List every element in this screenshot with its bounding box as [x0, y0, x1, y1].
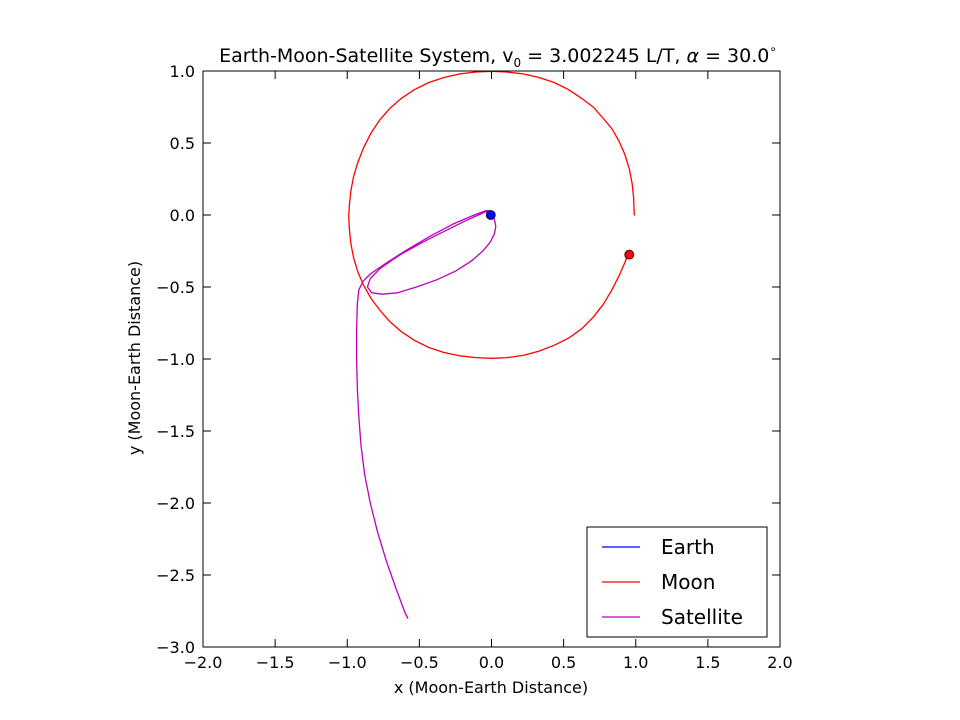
y-tick-label: −0.5 — [156, 278, 195, 297]
x-tick-label: 1.0 — [623, 653, 648, 672]
legend-label-moon: Moon — [661, 570, 715, 594]
plot-area — [348, 70, 635, 619]
marker-moon — [624, 249, 635, 260]
title-degree: ∘ — [769, 42, 777, 56]
y-tick-label: −2.5 — [156, 566, 195, 585]
title-alpha: α — [687, 45, 700, 67]
x-tick-label: −1.0 — [328, 653, 367, 672]
y-tick-label: −2.0 — [156, 494, 195, 513]
y-tick-label: −3.0 — [156, 638, 195, 657]
series-line-satellite — [355, 210, 497, 619]
y-tick-label: 0.5 — [170, 134, 195, 153]
x-tick-label: −0.5 — [400, 653, 439, 672]
series-line-moon — [348, 70, 635, 359]
x-tick-label: 1.5 — [695, 653, 720, 672]
title-middle: = 3.002245 L/T, — [521, 45, 686, 67]
legend-label-satellite: Satellite — [661, 605, 743, 629]
legend-label-earth: Earth — [661, 535, 715, 559]
title-prefix: Earth-Moon-Satellite System, v — [219, 45, 513, 67]
y-axis-label: y (Moon-Earth Distance) — [125, 261, 144, 455]
marker-earth — [485, 210, 496, 220]
title-suffix: = 30.0 — [699, 45, 769, 67]
title-subscript: 0 — [514, 56, 522, 70]
y-tick-label: 0.0 — [170, 206, 195, 225]
x-axis-label: x (Moon-Earth Distance) — [394, 678, 588, 697]
x-tick-label: −2.0 — [184, 653, 223, 672]
y-tick-label: −1.5 — [156, 422, 195, 441]
x-tick-label: 0.5 — [551, 653, 576, 672]
chart-title: Earth-Moon-Satellite System, v0 = 3.0022… — [219, 42, 777, 70]
axis-ticks: −2.0 −1.5 −1.0 −0.5 0.0 0.5 1.0 1.5 2.0 −3.0 −2.5 −… — [156, 62, 793, 672]
x-tick-label: −1.5 — [256, 653, 295, 672]
legend: Earth Moon Satellite — [586, 526, 768, 638]
y-tick-label: −1.0 — [156, 350, 195, 369]
y-tick-label: 1.0 — [170, 62, 195, 81]
x-tick-label: 2.0 — [767, 653, 792, 672]
x-tick-label: 0.0 — [479, 653, 504, 672]
